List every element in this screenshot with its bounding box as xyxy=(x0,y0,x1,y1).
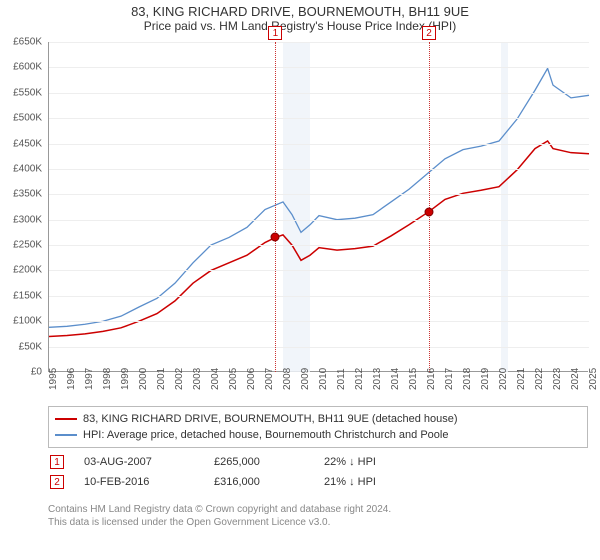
legend-swatch-property xyxy=(55,418,77,420)
y-tick-label: £350K xyxy=(0,189,42,200)
y-tick-label: £250K xyxy=(0,240,42,251)
y-tick-label: £150K xyxy=(0,290,42,301)
gridline xyxy=(49,169,589,170)
chart-container: 83, KING RICHARD DRIVE, BOURNEMOUTH, BH1… xyxy=(0,0,600,560)
x-tick-label: 2025 xyxy=(588,368,600,390)
gridline xyxy=(49,220,589,221)
y-tick-label: £650K xyxy=(0,37,42,48)
y-tick-label: £500K xyxy=(0,113,42,124)
gridline xyxy=(49,321,589,322)
series-hpi xyxy=(49,68,589,327)
y-tick-label: £300K xyxy=(0,214,42,225)
plot-region: 12 xyxy=(48,42,588,372)
down-arrow-icon: ↓ xyxy=(349,476,355,488)
gridline xyxy=(49,118,589,119)
y-tick-label: £0 xyxy=(0,367,42,378)
event-pct: 21% ↓ HPI xyxy=(324,476,384,488)
event-price: £265,000 xyxy=(214,456,304,468)
gridline xyxy=(49,245,589,246)
events-table: 1 03-AUG-2007 £265,000 22% ↓ HPI 2 10-FE… xyxy=(48,452,588,492)
legend-swatch-hpi xyxy=(55,434,77,436)
chart-area: 12 £0£50K£100K£150K£200K£250K£300K£350K£… xyxy=(48,42,588,394)
down-arrow-icon: ↓ xyxy=(349,456,355,468)
event-marker-icon: 2 xyxy=(422,26,436,40)
y-tick-label: £50K xyxy=(0,341,42,352)
y-tick-label: £550K xyxy=(0,87,42,98)
legend-item-hpi: HPI: Average price, detached house, Bour… xyxy=(55,427,581,443)
chart-subtitle: Price paid vs. HM Land Registry's House … xyxy=(0,19,600,33)
event-row: 1 03-AUG-2007 £265,000 22% ↓ HPI xyxy=(48,452,588,472)
footnote-line: This data is licensed under the Open Gov… xyxy=(48,516,588,529)
gridline xyxy=(49,93,589,94)
event-pct: 22% ↓ HPI xyxy=(324,456,384,468)
y-tick-label: £100K xyxy=(0,316,42,327)
legend-item-property: 83, KING RICHARD DRIVE, BOURNEMOUTH, BH1… xyxy=(55,411,581,427)
footnote: Contains HM Land Registry data © Crown c… xyxy=(48,503,588,529)
event-dot-icon xyxy=(424,207,433,216)
chart-title: 83, KING RICHARD DRIVE, BOURNEMOUTH, BH1… xyxy=(0,4,600,19)
gridline xyxy=(49,67,589,68)
legend-label-hpi: HPI: Average price, detached house, Bour… xyxy=(83,427,448,443)
gridline xyxy=(49,296,589,297)
event-vline xyxy=(275,42,276,372)
y-tick-label: £400K xyxy=(0,163,42,174)
y-tick-label: £600K xyxy=(0,62,42,73)
event-price: £316,000 xyxy=(214,476,304,488)
gridline xyxy=(49,194,589,195)
gridline xyxy=(49,270,589,271)
legend: 83, KING RICHARD DRIVE, BOURNEMOUTH, BH1… xyxy=(48,406,588,448)
event-row: 2 10-FEB-2016 £316,000 21% ↓ HPI xyxy=(48,472,588,492)
gridline xyxy=(49,42,589,43)
event-marker-icon: 2 xyxy=(50,475,64,489)
series-property xyxy=(49,141,589,336)
event-dot-icon xyxy=(271,233,280,242)
y-tick-label: £200K xyxy=(0,265,42,276)
gridline xyxy=(49,144,589,145)
gridline xyxy=(49,347,589,348)
y-tick-label: £450K xyxy=(0,138,42,149)
event-marker-icon: 1 xyxy=(50,455,64,469)
title-block: 83, KING RICHARD DRIVE, BOURNEMOUTH, BH1… xyxy=(0,0,600,33)
footnote-line: Contains HM Land Registry data © Crown c… xyxy=(48,503,588,516)
event-date: 10-FEB-2016 xyxy=(84,476,194,488)
line-series-svg xyxy=(49,42,589,372)
event-marker-icon: 1 xyxy=(268,26,282,40)
legend-label-property: 83, KING RICHARD DRIVE, BOURNEMOUTH, BH1… xyxy=(83,411,458,427)
event-date: 03-AUG-2007 xyxy=(84,456,194,468)
